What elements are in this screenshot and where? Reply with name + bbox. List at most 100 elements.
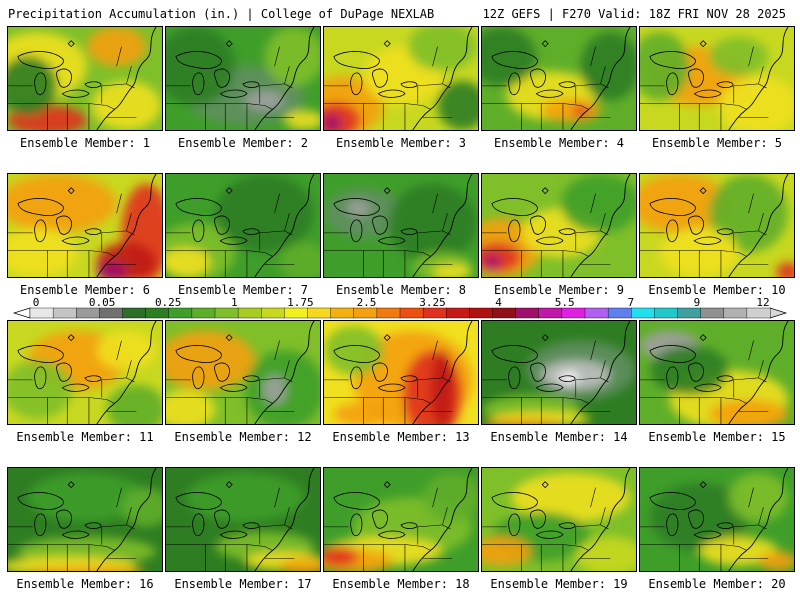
colorbar-swatch bbox=[515, 307, 540, 319]
map-outlines bbox=[640, 321, 789, 424]
colorbar-swatch bbox=[122, 307, 147, 319]
ensemble-member-label: Ensemble Member: 13 bbox=[332, 430, 470, 444]
colorbar-tick-label: 1 bbox=[231, 296, 238, 309]
colorbar-swatch bbox=[422, 307, 447, 319]
colorbar-swatch bbox=[191, 307, 216, 319]
ensemble-member-map[interactable] bbox=[481, 173, 637, 278]
ensemble-member-map[interactable] bbox=[481, 467, 637, 572]
ensemble-member-label: Ensemble Member: 11 bbox=[16, 430, 154, 444]
map-outlines bbox=[640, 174, 789, 277]
colorbar-swatch bbox=[214, 307, 239, 319]
ensemble-member-map[interactable] bbox=[481, 320, 637, 425]
colorbar-tick-label: 9 bbox=[694, 296, 701, 309]
ensemble-member-map[interactable] bbox=[481, 26, 637, 131]
colorbar-swatch bbox=[561, 307, 586, 319]
colorbar-swatch bbox=[446, 307, 470, 319]
colorbar-swatch bbox=[261, 307, 285, 319]
colorbar-swatch bbox=[607, 307, 632, 319]
map-outlines bbox=[8, 321, 157, 424]
model-run-info: 12Z GEFS | F270 Valid: 18Z FRI NOV 28 20… bbox=[482, 7, 786, 21]
map-outlines bbox=[324, 27, 473, 130]
ensemble-member-label: Ensemble Member: 18 bbox=[332, 577, 470, 591]
ensemble-member-map[interactable] bbox=[639, 173, 795, 278]
map-outlines bbox=[482, 468, 631, 571]
colorbar-swatch bbox=[376, 307, 401, 319]
colorbar-tick-label: 12 bbox=[756, 296, 769, 309]
colorbar-swatch bbox=[700, 307, 725, 319]
map-outlines bbox=[640, 468, 789, 571]
map-outlines bbox=[8, 174, 157, 277]
ensemble-member-label: Ensemble Member: 20 bbox=[648, 577, 786, 591]
ensemble-member-label: Ensemble Member: 3 bbox=[335, 136, 467, 150]
colorbar-swatch bbox=[168, 307, 193, 319]
map-title: Precipitation Accumulation (in.) | Colle… bbox=[8, 7, 435, 21]
ensemble-member-map[interactable] bbox=[7, 320, 163, 425]
colorbar-swatch bbox=[677, 307, 702, 319]
colorbar-tick-label: 7 bbox=[627, 296, 634, 309]
colorbar-swatch bbox=[29, 307, 54, 319]
map-outlines bbox=[8, 27, 157, 130]
precipitation-colorbar: 0 0.05 0.25 1 1.75 2.5 3.25 4 5.5 7 9 12 bbox=[12, 296, 788, 319]
colorbar-swatch bbox=[52, 307, 77, 319]
ensemble-member-map[interactable] bbox=[165, 26, 321, 131]
ensemble-member-map[interactable] bbox=[165, 467, 321, 572]
colorbar-swatch bbox=[538, 307, 563, 319]
ensemble-member-map[interactable] bbox=[7, 173, 163, 278]
colorbar-swatch bbox=[631, 307, 655, 319]
colorbar-min-arrow bbox=[12, 307, 31, 319]
map-outlines bbox=[482, 27, 631, 130]
ensemble-member-label: Ensemble Member: 2 bbox=[177, 136, 309, 150]
colorbar-tick-label: 1.75 bbox=[287, 296, 314, 309]
map-outlines bbox=[324, 468, 473, 571]
ensemble-member-label: Ensemble Member: 12 bbox=[174, 430, 312, 444]
ensemble-member-map[interactable] bbox=[639, 26, 795, 131]
colorbar-swatch bbox=[330, 307, 355, 319]
ensemble-member-map[interactable] bbox=[323, 320, 479, 425]
ensemble-member-label: Ensemble Member: 7 bbox=[177, 283, 309, 297]
colorbar-swatch bbox=[99, 307, 124, 319]
ensemble-member-label: Ensemble Member: 14 bbox=[490, 430, 628, 444]
ensemble-member-map[interactable] bbox=[639, 467, 795, 572]
map-outlines bbox=[8, 468, 157, 571]
map-outlines bbox=[640, 27, 789, 130]
ensemble-member-map[interactable] bbox=[323, 467, 479, 572]
colorbar-swatch bbox=[76, 307, 100, 319]
ensemble-member-map[interactable] bbox=[7, 467, 163, 572]
ensemble-member-map[interactable] bbox=[639, 320, 795, 425]
colorbar-swatch bbox=[723, 307, 748, 319]
ensemble-member-label: Ensemble Member: 5 bbox=[651, 136, 783, 150]
ensemble-member-map[interactable] bbox=[7, 26, 163, 131]
colorbar-tick-label: 4 bbox=[495, 296, 502, 309]
ensemble-member-map[interactable] bbox=[323, 173, 479, 278]
ensemble-member-label: Ensemble Member: 15 bbox=[648, 430, 786, 444]
colorbar-max-arrow bbox=[769, 307, 788, 319]
map-outlines bbox=[166, 174, 315, 277]
colorbar-tick-label: 0.05 bbox=[89, 296, 116, 309]
colorbar-swatch bbox=[353, 307, 378, 319]
colorbar-swatch bbox=[746, 307, 771, 319]
colorbar-swatch bbox=[654, 307, 679, 319]
colorbar-swatch bbox=[145, 307, 170, 319]
ensemble-member-label: Ensemble Member: 6 bbox=[19, 283, 151, 297]
ensemble-member-map[interactable] bbox=[323, 26, 479, 131]
colorbar-tick-label: 2.5 bbox=[357, 296, 377, 309]
ensemble-member-label: Ensemble Member: 1 bbox=[19, 136, 151, 150]
colorbar-tick-label: 5.5 bbox=[555, 296, 575, 309]
colorbar-swatch bbox=[399, 307, 424, 319]
ensemble-member-label: Ensemble Member: 8 bbox=[335, 283, 467, 297]
colorbar-tick-label: 0.25 bbox=[155, 296, 182, 309]
ensemble-member-label: Ensemble Member: 16 bbox=[16, 577, 154, 591]
ensemble-member-label: Ensemble Member: 19 bbox=[490, 577, 628, 591]
colorbar-tick-label: 0 bbox=[33, 296, 40, 309]
colorbar-swatch bbox=[492, 307, 517, 319]
map-outlines bbox=[482, 321, 631, 424]
colorbar-swatch bbox=[307, 307, 332, 319]
ensemble-member-label: Ensemble Member: 4 bbox=[493, 136, 625, 150]
map-outlines bbox=[324, 321, 473, 424]
map-outlines bbox=[324, 174, 473, 277]
ensemble-member-map[interactable] bbox=[165, 173, 321, 278]
map-outlines bbox=[166, 468, 315, 571]
ensemble-member-label: Ensemble Member: 17 bbox=[174, 577, 312, 591]
ensemble-member-label: Ensemble Member: 10 bbox=[648, 283, 786, 297]
ensemble-member-map[interactable] bbox=[165, 320, 321, 425]
